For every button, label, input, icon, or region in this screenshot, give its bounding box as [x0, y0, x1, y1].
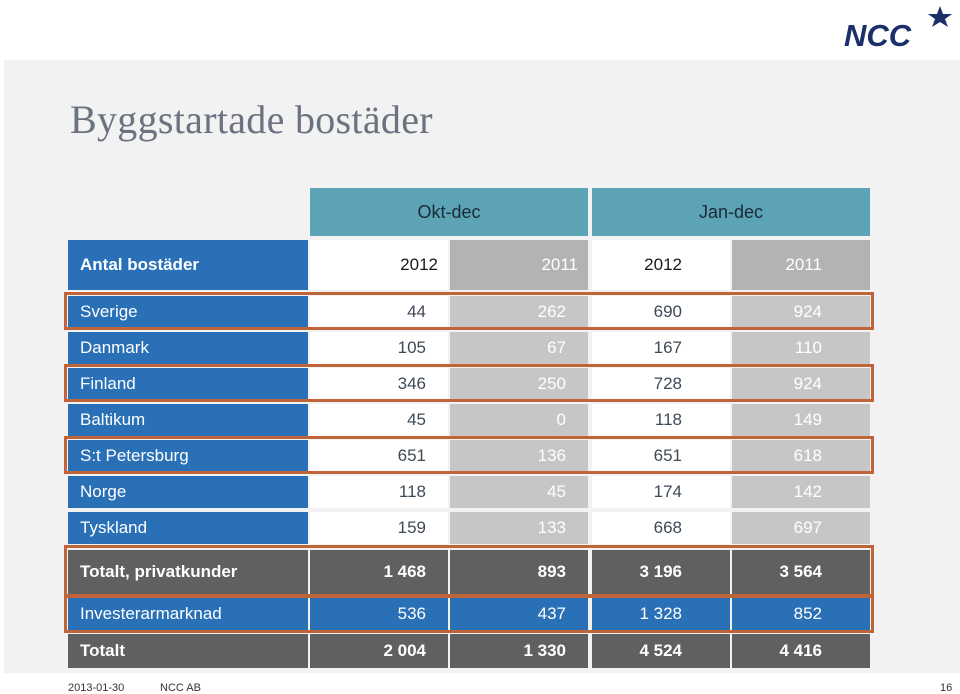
- subtotal-value: 3 564: [732, 550, 870, 594]
- table-cell: 924: [732, 368, 870, 400]
- table-cell: 159: [310, 512, 448, 544]
- table-cell: 924: [732, 296, 870, 328]
- table-cell: 651: [592, 440, 730, 472]
- investor-value: 852: [732, 598, 870, 630]
- row-label-header: Antal bostäder: [68, 240, 308, 290]
- subtotal-value: 893: [450, 550, 588, 594]
- country-label: Danmark: [68, 332, 308, 364]
- investor-value: 437: [450, 598, 588, 630]
- ncc-logo: NCC: [844, 6, 952, 50]
- year-header-jan-2012: 2012: [592, 240, 730, 290]
- svg-text:NCC: NCC: [844, 18, 912, 50]
- table-cell: 110: [732, 332, 870, 364]
- total-value: 4 524: [592, 634, 730, 668]
- table-cell: 697: [732, 512, 870, 544]
- footer-page-number: 16: [940, 682, 953, 694]
- country-label: S:t Petersburg: [68, 440, 308, 472]
- table-cell: 105: [310, 332, 448, 364]
- table-cell: 262: [450, 296, 588, 328]
- table-cell: 651: [310, 440, 448, 472]
- table-cell: 44: [310, 296, 448, 328]
- subtotal-value: 1 468: [310, 550, 448, 594]
- table-cell: 346: [310, 368, 448, 400]
- subtotal-value: 3 196: [592, 550, 730, 594]
- footer-date: 2013-01-30: [68, 682, 125, 694]
- table-cell: 174: [592, 476, 730, 508]
- country-label: Norge: [68, 476, 308, 508]
- table-cell: 0: [450, 404, 588, 436]
- subtotal-label: Totalt, privatkunder: [68, 550, 308, 594]
- year-header-okt-2012: 2012: [310, 240, 448, 290]
- country-label: Sverige: [68, 296, 308, 328]
- country-label: Finland: [68, 368, 308, 400]
- investor-value: 536: [310, 598, 448, 630]
- table-cell: 133: [450, 512, 588, 544]
- year-header-okt-2011: 2011: [450, 240, 588, 290]
- total-label: Totalt: [68, 634, 308, 668]
- year-header-jan-2011: 2011: [732, 240, 870, 290]
- table-cell: 136: [450, 440, 588, 472]
- group-header-jan-dec: Jan-dec: [592, 188, 870, 236]
- footer-company: NCC AB: [160, 682, 201, 694]
- table-cell: 118: [592, 404, 730, 436]
- table-cell: 142: [732, 476, 870, 508]
- table-cell: 167: [592, 332, 730, 364]
- total-value: 4 416: [732, 634, 870, 668]
- table-cell: 67: [450, 332, 588, 364]
- investor-label: Investerarmarknad: [68, 598, 308, 630]
- country-label: Tyskland: [68, 512, 308, 544]
- table-cell: 45: [450, 476, 588, 508]
- slide-title: Byggstartade bostäder: [70, 97, 433, 142]
- table-cell: 250: [450, 368, 588, 400]
- table-cell: 149: [732, 404, 870, 436]
- total-value: 1 330: [450, 634, 588, 668]
- table-cell: 728: [592, 368, 730, 400]
- total-value: 2 004: [310, 634, 448, 668]
- table-cell: 45: [310, 404, 448, 436]
- table-cell: 118: [310, 476, 448, 508]
- country-label: Baltikum: [68, 404, 308, 436]
- group-header-okt-dec: Okt-dec: [310, 188, 588, 236]
- table-cell: 668: [592, 512, 730, 544]
- table-cell: 690: [592, 296, 730, 328]
- table-cell: 618: [732, 440, 870, 472]
- investor-value: 1 328: [592, 598, 730, 630]
